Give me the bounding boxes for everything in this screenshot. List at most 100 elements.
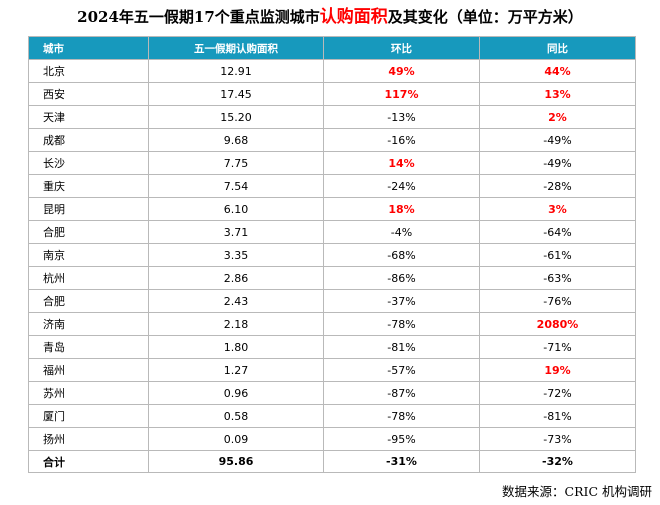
yoy-cell: 2% xyxy=(479,105,636,129)
mom-cell: -57% xyxy=(323,358,480,382)
table-header-row: 城市 五一假期认购面积 环比 同比 xyxy=(28,36,636,60)
city-cell: 合肥 xyxy=(28,220,149,244)
yoy-cell: -61% xyxy=(479,243,636,267)
title-prefix: 2024年五一假期17个重点监测城市 xyxy=(77,8,320,26)
page-title: 2024年五一假期17个重点监测城市认购面积及其变化（单位：万平方米） xyxy=(0,4,660,30)
table-row: 青岛 1.80 -81% -71% xyxy=(28,335,636,359)
total-row: 合计 95.86 -31% -32% xyxy=(28,450,636,473)
mom-cell: -31% xyxy=(323,450,480,473)
area-cell: 0.09 xyxy=(148,427,324,451)
table-row: 长沙 7.75 14% -49% xyxy=(28,151,636,175)
table-row: 西安 17.45 117% 13% xyxy=(28,82,636,106)
data-source-note: 数据来源：CRIC 机构调研 xyxy=(502,484,652,499)
city-cell: 福州 xyxy=(28,358,149,382)
area-cell: 1.80 xyxy=(148,335,324,359)
yoy-cell: 2080% xyxy=(479,312,636,336)
mom-cell: 49% xyxy=(323,59,480,83)
city-cell: 北京 xyxy=(28,59,149,83)
mom-cell: -87% xyxy=(323,381,480,405)
table-row: 合肥 3.71 -4% -64% xyxy=(28,220,636,244)
city-cell: 济南 xyxy=(28,312,149,336)
area-cell: 15.20 xyxy=(148,105,324,129)
area-cell: 95.86 xyxy=(148,450,324,473)
title-suffix: 及其变化（单位：万平方米） xyxy=(387,8,583,26)
city-cell: 南京 xyxy=(28,243,149,267)
yoy-cell: -64% xyxy=(479,220,636,244)
yoy-cell: -28% xyxy=(479,174,636,198)
city-cell: 成都 xyxy=(28,128,149,152)
header-city: 城市 xyxy=(28,36,149,60)
table-row: 南京 3.35 -68% -61% xyxy=(28,243,636,267)
table-row: 成都 9.68 -16% -49% xyxy=(28,128,636,152)
yoy-cell: 3% xyxy=(479,197,636,221)
city-cell: 重庆 xyxy=(28,174,149,198)
mom-cell: -78% xyxy=(323,312,480,336)
yoy-cell: -32% xyxy=(479,450,636,473)
yoy-cell: -81% xyxy=(479,404,636,428)
yoy-cell: 44% xyxy=(479,59,636,83)
table-row: 杭州 2.86 -86% -63% xyxy=(28,266,636,290)
yoy-cell: -63% xyxy=(479,266,636,290)
area-cell: 7.54 xyxy=(148,174,324,198)
city-cell: 合肥 xyxy=(28,289,149,313)
table-row: 合肥 2.43 -37% -76% xyxy=(28,289,636,313)
area-cell: 3.35 xyxy=(148,243,324,267)
table-row: 重庆 7.54 -24% -28% xyxy=(28,174,636,198)
mom-cell: -4% xyxy=(323,220,480,244)
yoy-cell: 19% xyxy=(479,358,636,382)
mom-cell: -37% xyxy=(323,289,480,313)
mom-cell: -95% xyxy=(323,427,480,451)
table-row: 扬州 0.09 -95% -73% xyxy=(28,427,636,451)
mom-cell: 18% xyxy=(323,197,480,221)
mom-cell: -81% xyxy=(323,335,480,359)
yoy-cell: -49% xyxy=(479,128,636,152)
yoy-cell: -72% xyxy=(479,381,636,405)
data-table: 城市 五一假期认购面积 环比 同比 北京 12.91 49% 44% 西安 17.45 11… xyxy=(28,36,636,473)
yoy-cell: -71% xyxy=(479,335,636,359)
table-row: 济南 2.18 -78% 2080% xyxy=(28,312,636,336)
city-cell: 合计 xyxy=(28,450,149,473)
yoy-cell: 13% xyxy=(479,82,636,106)
table-row: 福州 1.27 -57% 19% xyxy=(28,358,636,382)
yoy-cell: -76% xyxy=(479,289,636,313)
city-cell: 西安 xyxy=(28,82,149,106)
area-cell: 9.68 xyxy=(148,128,324,152)
area-cell: 17.45 xyxy=(148,82,324,106)
city-cell: 长沙 xyxy=(28,151,149,175)
mom-cell: -16% xyxy=(323,128,480,152)
area-cell: 1.27 xyxy=(148,358,324,382)
mom-cell: -68% xyxy=(323,243,480,267)
table-row: 北京 12.91 49% 44% xyxy=(28,59,636,83)
area-cell: 0.58 xyxy=(148,404,324,428)
mom-cell: 14% xyxy=(323,151,480,175)
yoy-cell: -49% xyxy=(479,151,636,175)
area-cell: 3.71 xyxy=(148,220,324,244)
mom-cell: -78% xyxy=(323,404,480,428)
city-cell: 苏州 xyxy=(28,381,149,405)
area-cell: 2.86 xyxy=(148,266,324,290)
city-cell: 杭州 xyxy=(28,266,149,290)
table-row: 昆明 6.10 18% 3% xyxy=(28,197,636,221)
mom-cell: 117% xyxy=(323,82,480,106)
area-cell: 12.91 xyxy=(148,59,324,83)
city-cell: 青岛 xyxy=(28,335,149,359)
area-cell: 2.18 xyxy=(148,312,324,336)
area-cell: 7.75 xyxy=(148,151,324,175)
mom-cell: -86% xyxy=(323,266,480,290)
area-cell: 0.96 xyxy=(148,381,324,405)
header-area: 五一假期认购面积 xyxy=(148,36,324,60)
title-highlight: 认购面积 xyxy=(319,7,388,27)
area-cell: 6.10 xyxy=(148,197,324,221)
mom-cell: -13% xyxy=(323,105,480,129)
table-row: 苏州 0.96 -87% -72% xyxy=(28,381,636,405)
city-cell: 厦门 xyxy=(28,404,149,428)
table-row: 厦门 0.58 -78% -81% xyxy=(28,404,636,428)
city-cell: 扬州 xyxy=(28,427,149,451)
table-row: 天津 15.20 -13% 2% xyxy=(28,105,636,129)
header-mom: 环比 xyxy=(323,36,480,60)
city-cell: 昆明 xyxy=(28,197,149,221)
area-cell: 2.43 xyxy=(148,289,324,313)
header-yoy: 同比 xyxy=(479,36,636,60)
city-cell: 天津 xyxy=(28,105,149,129)
mom-cell: -24% xyxy=(323,174,480,198)
